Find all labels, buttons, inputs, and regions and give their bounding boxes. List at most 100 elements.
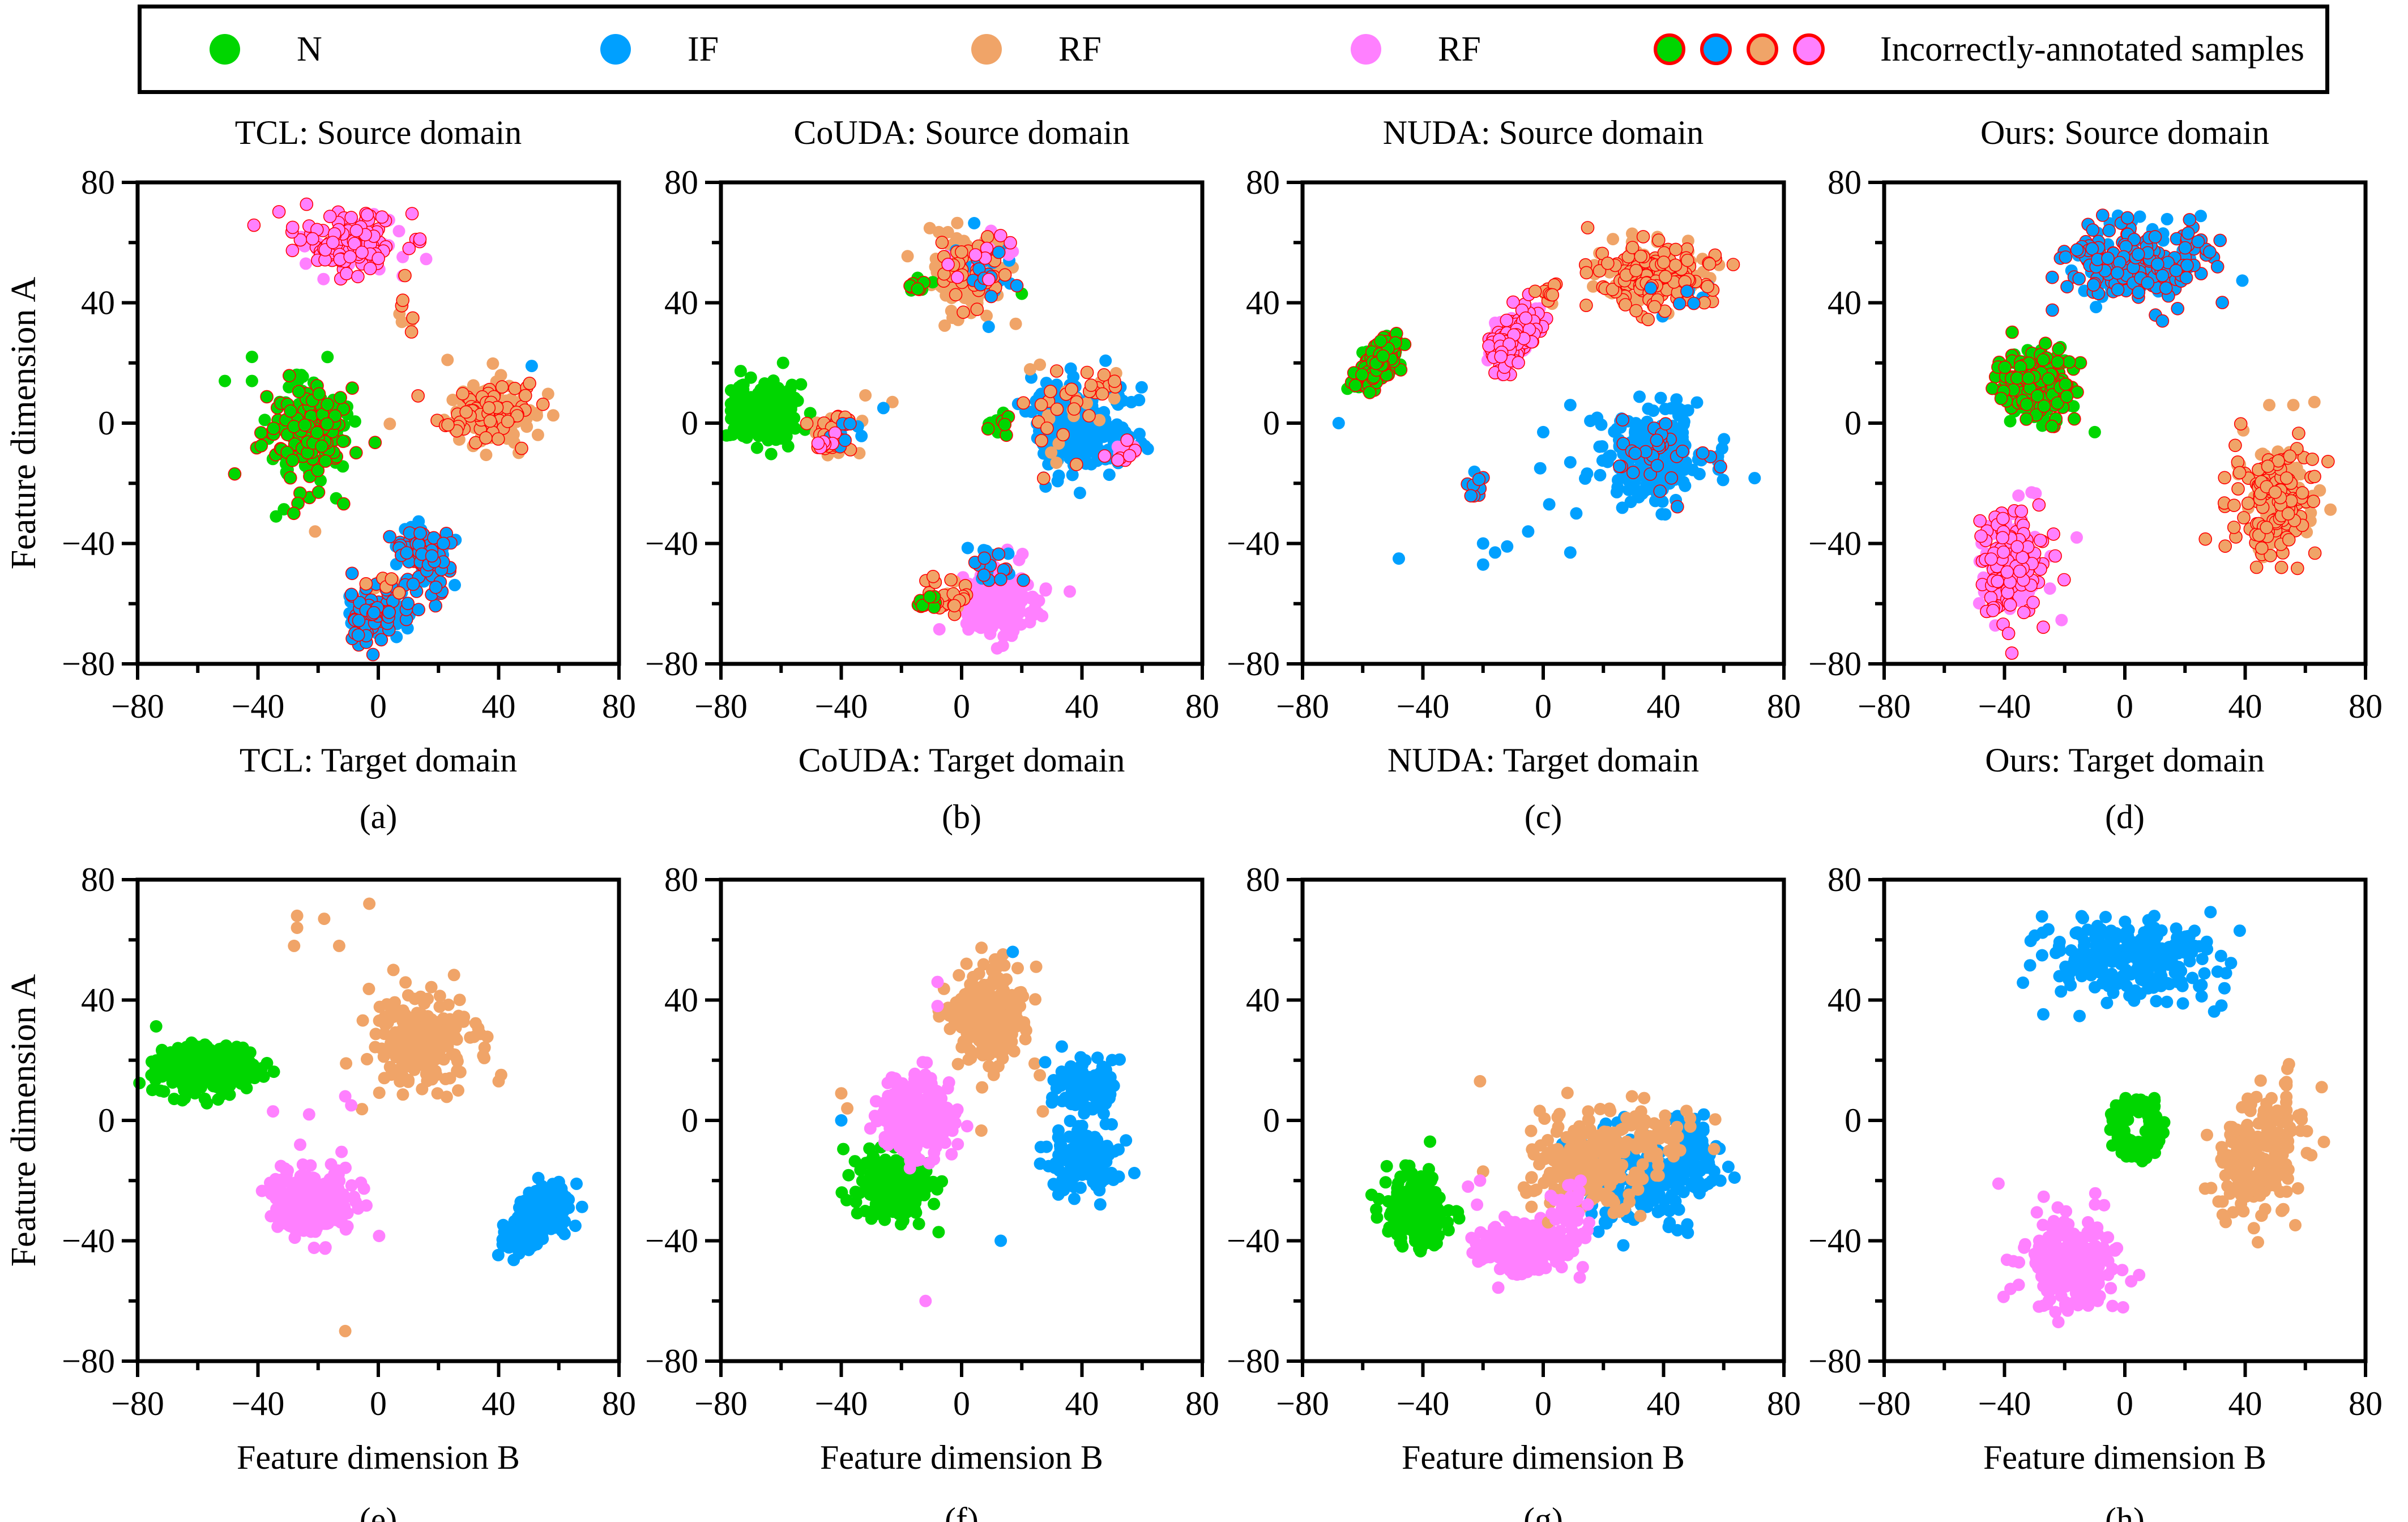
legend-item-n: N xyxy=(210,8,322,90)
incorrect-sample-point xyxy=(1669,242,1683,257)
x-tick-label: −40 xyxy=(1978,688,2031,725)
incorrect-sample-point xyxy=(2013,360,2027,374)
incorrect-sample-point xyxy=(2178,241,2192,255)
incorrect-sample-point xyxy=(981,230,994,244)
sample-point xyxy=(1103,468,1116,481)
sample-point xyxy=(1079,439,1092,452)
sample-point xyxy=(415,1040,427,1053)
sample-point xyxy=(302,1108,315,1121)
incorrect-sample-point xyxy=(957,305,970,319)
panel-title: Ours: Source domain xyxy=(1980,114,2269,151)
x-tick-label: 40 xyxy=(2228,688,2262,725)
sample-point xyxy=(984,613,997,626)
incorrect-sample-point xyxy=(1519,311,1532,325)
sample-point xyxy=(414,990,427,1003)
incorrect-sample-point xyxy=(392,586,406,600)
incorrect-sample-point xyxy=(355,245,369,259)
incorrect-sample-point xyxy=(2292,427,2305,440)
incorrect-sample-point xyxy=(1545,288,1560,302)
incorrect-sample-point xyxy=(479,431,493,445)
incorrect-sample-point xyxy=(1974,529,1988,543)
x-tick-label: 40 xyxy=(1647,688,1681,725)
scatter-panel-d xyxy=(1972,208,2337,660)
incorrect-sample-point xyxy=(300,197,314,211)
incorrect-sample-point xyxy=(2096,208,2110,222)
incorrect-sample-point xyxy=(2014,504,2029,518)
incorrect-sample-point xyxy=(1676,444,1689,458)
incorrect-sample-point xyxy=(2037,399,2051,413)
incorrect-sample-point xyxy=(2183,213,2197,227)
incorrect-sample-point xyxy=(2013,564,2027,578)
sample-point xyxy=(541,387,554,400)
sample-point xyxy=(787,412,800,425)
sample-point xyxy=(332,939,345,952)
incorrect-sample-point xyxy=(1080,365,1094,380)
incorrect-sample-point xyxy=(2111,283,2125,297)
sample-point xyxy=(1099,354,1112,367)
x-tick-label: 80 xyxy=(2349,688,2383,725)
incorrect-sample-point xyxy=(2003,598,2017,612)
legend-item-rf-pink: RF xyxy=(1351,8,1481,90)
incorrect-sample-point xyxy=(1664,471,1679,485)
incorrect-sample-point xyxy=(1659,417,1672,431)
sample-point xyxy=(416,1082,429,1095)
legend-marker-rf-orange xyxy=(971,34,1002,65)
sample-point xyxy=(453,994,466,1007)
sample-point xyxy=(1693,467,1706,480)
incorrect-sample-point xyxy=(1528,284,1542,299)
sample-point xyxy=(558,1227,571,1240)
incorrect-sample-point xyxy=(2283,449,2297,463)
sample-point xyxy=(480,449,493,462)
incorrect-sample-point xyxy=(2046,270,2059,284)
sample-point xyxy=(443,1072,456,1085)
sample-point xyxy=(1633,390,1646,403)
incorrect-sample-point xyxy=(2131,248,2145,261)
sample-point xyxy=(739,390,752,403)
x-tick-label: −80 xyxy=(111,1385,164,1422)
sample-point xyxy=(1006,589,1019,602)
sample-point xyxy=(1111,418,1124,431)
incorrect-sample-point xyxy=(2227,521,2241,534)
x-axis-label: Ours: Target domain xyxy=(1985,741,2265,779)
incorrect-sample-point xyxy=(1040,421,1054,435)
incorrect-sample-point xyxy=(323,210,337,223)
sample-point xyxy=(1027,591,1040,604)
sample-point xyxy=(428,1054,441,1067)
incorrect-sample-point xyxy=(2291,561,2304,575)
sample-point xyxy=(168,1093,181,1106)
incorrect-sample-point xyxy=(2281,507,2295,521)
scatter-panel-e xyxy=(133,897,588,1337)
sample-point xyxy=(552,1188,565,1201)
incorrect-sample-point xyxy=(1628,446,1642,461)
x-tick-label: −40 xyxy=(815,688,868,725)
incorrect-sample-point xyxy=(2155,314,2170,328)
y-tick-label: 80 xyxy=(81,164,115,201)
sample-point xyxy=(451,1055,464,1068)
sample-point xyxy=(1108,392,1121,405)
x-tick-label: 80 xyxy=(1767,688,1801,725)
x-tick-label: 40 xyxy=(482,688,516,725)
sample-point xyxy=(430,1068,443,1081)
sample-point xyxy=(2070,531,2083,544)
incorrect-sample-point xyxy=(811,436,825,450)
sample-point xyxy=(264,1210,277,1223)
sample-point xyxy=(425,980,438,994)
incorrect-sample-point xyxy=(1044,385,1057,398)
y-tick-label: 0 xyxy=(98,1102,115,1139)
sample-point xyxy=(1641,481,1654,494)
incorrect-sample-point xyxy=(2020,398,2034,411)
sample-point xyxy=(855,429,868,442)
sample-point xyxy=(212,1093,225,1106)
sample-point xyxy=(776,356,789,369)
incorrect-sample-point xyxy=(366,647,380,662)
sample-point xyxy=(267,1105,280,1118)
incorrect-sample-point xyxy=(2036,353,2050,367)
incorrect-sample-point xyxy=(334,391,347,404)
incorrect-sample-point xyxy=(318,454,332,468)
incorrect-sample-point xyxy=(1037,471,1051,485)
sample-point xyxy=(2088,425,2101,438)
incorrect-sample-point xyxy=(2241,496,2255,510)
sample-point xyxy=(2090,301,2103,314)
sample-point xyxy=(2055,613,2068,626)
incorrect-sample-point xyxy=(2045,419,2059,433)
